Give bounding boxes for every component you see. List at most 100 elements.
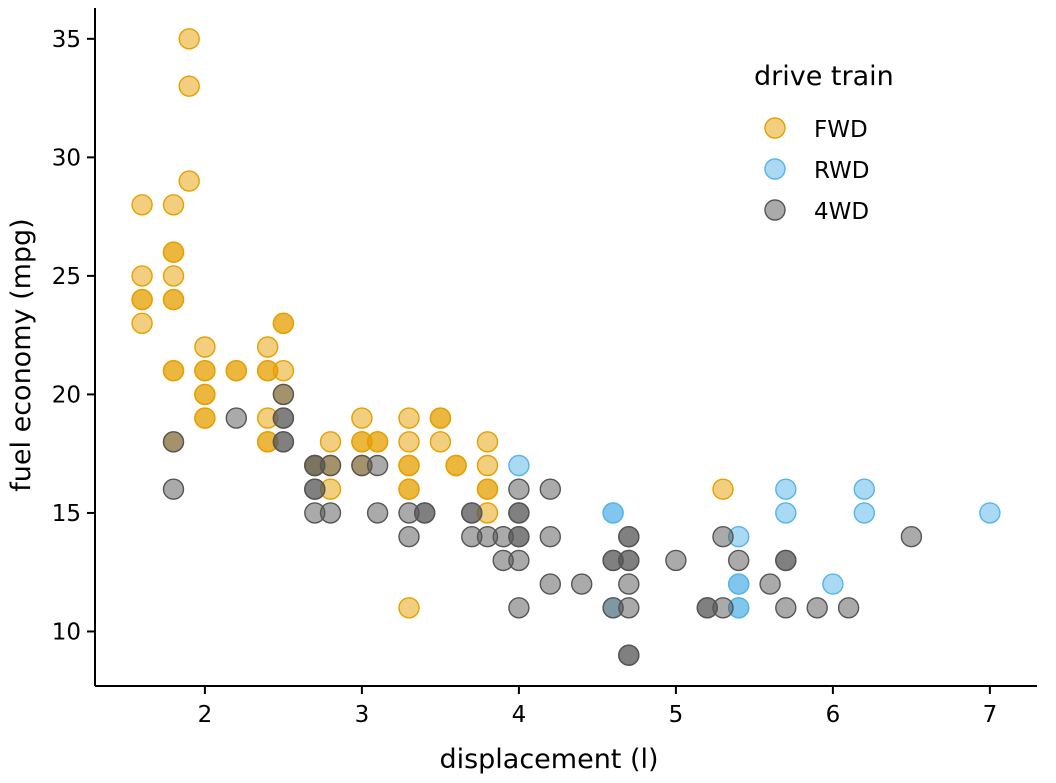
point-4wd — [618, 549, 640, 572]
y-axis-title: fuel economy (mpg) — [6, 218, 37, 491]
point-fwd — [476, 431, 499, 453]
point-4wd — [618, 526, 640, 548]
point-4wd — [806, 597, 828, 619]
series-4wd — [162, 383, 923, 666]
x-tick-label: 7 — [983, 702, 998, 728]
point-fwd — [712, 478, 734, 500]
point-4wd — [272, 407, 295, 429]
point-4wd — [539, 573, 561, 595]
point-4wd — [571, 573, 593, 595]
y-tick-label: 20 — [52, 382, 81, 408]
point-fwd — [162, 194, 185, 216]
x-tick-label: 2 — [198, 702, 213, 728]
point-4wd — [304, 478, 326, 500]
y-tick-label: 15 — [52, 501, 81, 527]
point-fwd — [194, 383, 216, 406]
point-4wd — [539, 478, 561, 500]
point-fwd — [272, 360, 295, 382]
point-4wd — [162, 431, 185, 453]
point-rwd — [602, 502, 624, 524]
point-4wd — [398, 526, 420, 548]
series-rwd — [508, 454, 1001, 619]
legend-label-4wd: 4WD — [814, 199, 869, 225]
point-fwd — [225, 360, 248, 382]
point-fwd — [398, 431, 420, 453]
point-4wd — [508, 526, 530, 548]
point-fwd — [319, 431, 342, 453]
point-fwd — [194, 407, 216, 429]
point-4wd — [225, 407, 248, 429]
legend-item-rwd: RWD — [764, 158, 870, 184]
point-4wd — [712, 526, 734, 548]
point-4wd — [837, 597, 860, 619]
point-4wd — [665, 549, 687, 572]
point-rwd — [822, 573, 844, 595]
point-4wd — [366, 454, 389, 477]
point-rwd — [979, 502, 1001, 524]
point-rwd — [775, 502, 797, 524]
x-tick-label: 4 — [512, 702, 527, 728]
point-fwd — [366, 431, 389, 453]
point-4wd — [508, 502, 530, 524]
axes: 2 3 4 5 6 7 10 15 20 25 30 35 — [52, 8, 1037, 728]
point-4wd — [508, 549, 530, 572]
legend: drive train FWD RWD 4WD — [754, 61, 894, 225]
point-4wd — [539, 526, 561, 548]
point-fwd — [162, 360, 185, 382]
point-fwd — [257, 336, 279, 358]
point-fwd — [178, 75, 200, 97]
point-fwd — [162, 265, 185, 287]
x-axis-title: displacement (l) — [439, 744, 658, 775]
point-4wd — [728, 549, 750, 572]
point-rwd — [775, 478, 797, 500]
x-tick-label: 5 — [669, 702, 684, 728]
point-fwd — [272, 312, 295, 334]
point-rwd — [508, 454, 530, 477]
point-4wd — [618, 644, 640, 666]
point-4wd — [414, 502, 436, 524]
point-fwd — [398, 407, 420, 429]
point-fwd — [429, 407, 452, 429]
data-points — [131, 28, 1001, 666]
legend-label-fwd: FWD — [814, 117, 868, 143]
legend-item-4wd: 4WD — [764, 199, 869, 225]
point-4wd — [461, 502, 483, 524]
point-fwd — [194, 360, 216, 382]
x-tick-label: 3 — [355, 702, 370, 728]
point-4wd — [775, 549, 797, 572]
point-fwd — [476, 454, 499, 477]
legend-swatch-4wd — [764, 199, 786, 221]
point-fwd — [445, 454, 467, 477]
legend-swatch-rwd — [764, 158, 786, 180]
point-4wd — [272, 431, 295, 453]
point-fwd — [131, 312, 153, 334]
point-4wd — [712, 597, 734, 619]
legend-swatch-fwd — [764, 117, 786, 139]
point-fwd — [178, 170, 200, 192]
y-tick-label: 30 — [52, 145, 81, 171]
point-fwd — [476, 478, 499, 500]
point-4wd — [900, 526, 923, 548]
y-tick-label: 25 — [52, 264, 81, 290]
y-tick-label: 35 — [52, 27, 81, 53]
point-fwd — [194, 336, 216, 358]
point-4wd — [759, 573, 781, 595]
point-fwd — [429, 431, 452, 453]
point-rwd — [853, 502, 875, 524]
point-fwd — [131, 288, 153, 311]
point-4wd — [366, 502, 389, 524]
point-fwd — [351, 407, 373, 429]
point-4wd — [319, 502, 342, 524]
y-tick-label: 10 — [52, 619, 81, 645]
point-fwd — [178, 28, 200, 50]
point-4wd — [775, 597, 797, 619]
point-4wd — [508, 478, 530, 500]
series-fwd — [131, 28, 734, 619]
point-4wd — [319, 454, 342, 477]
point-fwd — [162, 288, 185, 311]
point-fwd — [398, 597, 420, 619]
legend-item-fwd: FWD — [764, 117, 868, 143]
point-fwd — [131, 265, 153, 287]
point-4wd — [508, 597, 530, 619]
